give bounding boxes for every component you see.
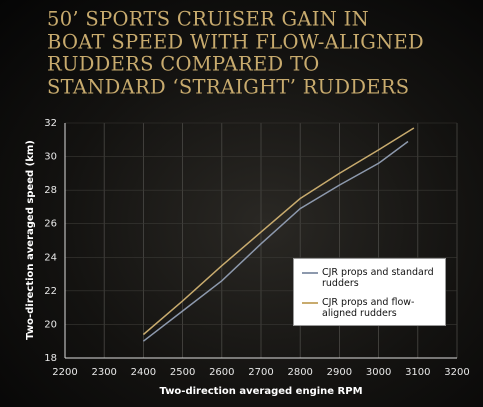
title-line: 50’ SPORTS CRUISER GAIN IN xyxy=(47,8,369,31)
legend-swatch xyxy=(302,302,318,304)
x-tick-label: 2600 xyxy=(209,367,234,378)
x-tick-label: 2200 xyxy=(52,367,77,378)
x-tick-label: 2300 xyxy=(91,367,116,378)
x-tick-label: 2900 xyxy=(327,367,352,378)
x-tick-label: 3000 xyxy=(366,367,391,378)
series-line xyxy=(142,127,415,336)
legend-swatch xyxy=(302,272,318,274)
x-tick-label: 2800 xyxy=(287,367,312,378)
x-tick-label: 2700 xyxy=(248,367,273,378)
legend-label: CJR props and standard rudders xyxy=(322,267,434,289)
y-axis-label: Two-direction averaged speed (km) xyxy=(25,140,36,340)
y-tick-label: 26 xyxy=(44,219,57,230)
x-tick-label: 2500 xyxy=(170,367,195,378)
series-line xyxy=(142,140,409,342)
title-line: BOAT SPEED WITH FLOW-ALIGNED xyxy=(47,31,424,54)
y-tick-label: 32 xyxy=(44,118,57,129)
x-tick-label: 3100 xyxy=(405,367,430,378)
legend-label: CJR props and flow-aligned rudders xyxy=(322,297,415,319)
y-tick-label: 24 xyxy=(44,252,57,263)
y-tick-label: 30 xyxy=(44,152,57,163)
title-line: RUDDERS COMPARED TO xyxy=(47,53,320,76)
y-tick-label: 22 xyxy=(44,286,57,297)
y-tick-label: 28 xyxy=(44,185,57,196)
y-tick-label: 20 xyxy=(44,319,57,330)
x-tick-label: 2400 xyxy=(131,367,156,378)
y-tick-label: 18 xyxy=(44,353,57,364)
x-tick-label: 3200 xyxy=(444,367,469,378)
legend: CJR props and standard rudders CJR props … xyxy=(293,258,446,326)
x-axis-label: Two-direction averaged engine RPM xyxy=(159,386,362,397)
title-line: STANDARD ‘STRAIGHT’ RUDDERS xyxy=(47,76,409,99)
